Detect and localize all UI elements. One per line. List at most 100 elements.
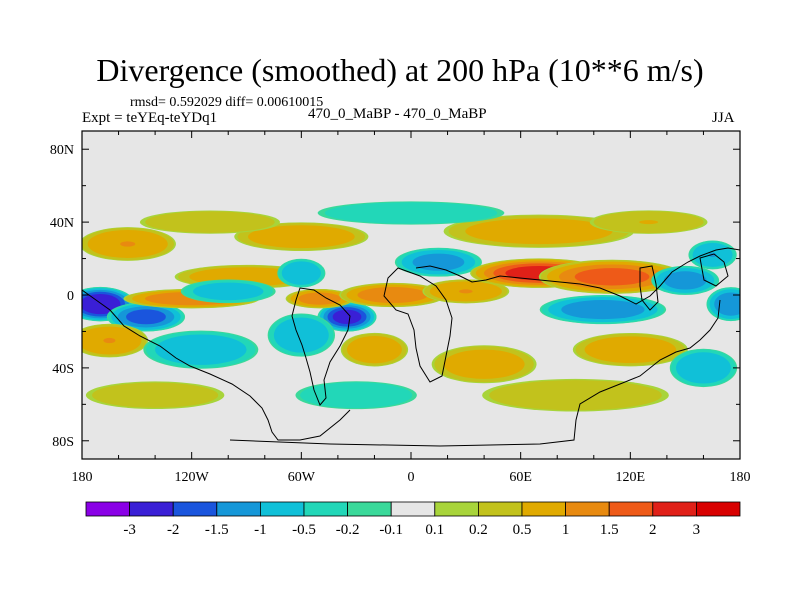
colorbar-swatch bbox=[434, 501, 479, 517]
colorbar-swatch bbox=[85, 501, 130, 517]
contour-band bbox=[443, 349, 525, 379]
colorbar-label: 0.1 bbox=[425, 522, 444, 538]
x-tick-label: 120W bbox=[175, 470, 210, 485]
colorbar-label: -1.5 bbox=[205, 522, 229, 538]
x-tick-label: 180 bbox=[72, 470, 93, 485]
north-america-outline bbox=[82, 289, 351, 441]
contour-fill-layer bbox=[82, 201, 740, 412]
contour-band bbox=[103, 337, 116, 344]
colorbar-swatch bbox=[521, 501, 566, 517]
contour-feature bbox=[669, 348, 738, 388]
colorbar-swatch bbox=[608, 501, 654, 517]
contour-band bbox=[298, 292, 341, 305]
colorbar-swatch bbox=[216, 501, 261, 517]
contour-feature bbox=[82, 323, 149, 358]
colorbar-swatch bbox=[347, 501, 392, 517]
colorbar-swatch bbox=[390, 501, 436, 517]
y-tick-label: 80N bbox=[50, 143, 74, 158]
contour-band bbox=[465, 218, 613, 245]
x-tick-label: 0 bbox=[408, 470, 415, 485]
contour-feature bbox=[538, 259, 686, 294]
season-label: JJA bbox=[712, 110, 735, 126]
colorbar-swatch bbox=[259, 501, 305, 517]
colorbar-swatch bbox=[565, 501, 610, 517]
contour-band bbox=[193, 282, 264, 301]
contour-band bbox=[639, 220, 659, 225]
contour-band bbox=[347, 335, 402, 364]
contour-feature bbox=[277, 258, 326, 288]
x-tick-label: 60W bbox=[288, 470, 316, 485]
colorbar-label: -3 bbox=[123, 522, 136, 538]
contour-feature bbox=[234, 222, 369, 252]
contour-band bbox=[663, 271, 707, 290]
contour-band bbox=[126, 309, 166, 325]
contour-feature bbox=[85, 381, 225, 410]
contour-band bbox=[273, 317, 329, 353]
case-label: 470_0_MaBP - 470_0_MaBP bbox=[308, 106, 487, 122]
x-tick-label: 180 bbox=[730, 470, 751, 485]
colorbar-swatch bbox=[303, 501, 348, 517]
colorbar: -3 -2 -1.5 -1 -0.5 -0.2 -0.1 0.1 0.2 0.5 1 1.5 2 3 bbox=[85, 501, 741, 538]
colorbar-label: -0.5 bbox=[292, 522, 316, 538]
contour-feature bbox=[139, 210, 280, 234]
contour-feature bbox=[482, 378, 669, 412]
contour-band bbox=[247, 225, 355, 249]
contour-feature bbox=[706, 287, 740, 322]
x-tick-label: 120E bbox=[616, 470, 646, 485]
axes-layer: 180 120W 60W 0 60E 120E 180 80N 40N 0 40S 80S bbox=[50, 131, 751, 485]
contour-band bbox=[714, 292, 740, 316]
contour-feature bbox=[82, 227, 176, 261]
contour-band bbox=[459, 289, 473, 294]
chart-title: Divergence (smoothed) at 200 hPa (10**6 … bbox=[96, 52, 704, 88]
contour-feature bbox=[443, 214, 635, 248]
contour-feature bbox=[295, 381, 417, 410]
contour-feature bbox=[180, 279, 276, 304]
colorbar-label: -0.2 bbox=[336, 522, 360, 538]
colorbar-label: 0.5 bbox=[513, 522, 532, 538]
colorbar-swatch bbox=[652, 501, 697, 517]
colorbar-label: -0.1 bbox=[379, 522, 403, 538]
colorbar-label: 1.5 bbox=[600, 522, 619, 538]
contour-band bbox=[357, 287, 428, 303]
contour-feature bbox=[317, 201, 505, 225]
contour-feature bbox=[339, 282, 447, 308]
contour-feature bbox=[651, 265, 720, 295]
y-tick-label: 40S bbox=[52, 362, 74, 377]
colorbar-label: 1 bbox=[562, 522, 570, 538]
colorbar-label: 2 bbox=[649, 522, 657, 538]
contour-band bbox=[324, 202, 498, 224]
colorbar-swatch bbox=[172, 501, 218, 517]
contour-feature bbox=[340, 332, 409, 367]
contour-feature bbox=[317, 302, 377, 332]
colorbar-label: 3 bbox=[693, 522, 701, 538]
contour-feature bbox=[106, 302, 186, 332]
colorbar-label: -2 bbox=[167, 522, 180, 538]
contour-band bbox=[584, 336, 677, 363]
contour-feature bbox=[267, 313, 335, 357]
contour-feature bbox=[589, 210, 708, 234]
africa-outline bbox=[383, 267, 453, 383]
contour-band bbox=[300, 382, 413, 409]
colorbar-label: -1 bbox=[254, 522, 267, 538]
contour-feature bbox=[572, 332, 688, 367]
contour-band bbox=[676, 352, 731, 384]
contour-feature bbox=[143, 330, 259, 369]
continent-outline-layer bbox=[82, 247, 740, 447]
colorbar-swatch bbox=[696, 501, 741, 517]
contour-band bbox=[561, 300, 645, 320]
y-tick-label: 40N bbox=[50, 216, 74, 231]
contour-feature bbox=[539, 295, 667, 325]
south-america-outline bbox=[291, 287, 351, 406]
contour-band bbox=[574, 268, 650, 286]
y-tick-label: 80S bbox=[52, 435, 74, 450]
stats-label: rmsd= 0.592029 diff= 0.00610015 bbox=[130, 95, 324, 110]
eurasia-outline bbox=[415, 247, 740, 305]
antarctica-outline bbox=[229, 299, 721, 447]
y-tick-label: 0 bbox=[67, 289, 74, 304]
contour-band bbox=[120, 241, 136, 247]
contour-feature bbox=[394, 247, 482, 277]
contour-band bbox=[92, 382, 219, 408]
australia-outline bbox=[639, 265, 659, 311]
contour-band bbox=[155, 334, 247, 365]
